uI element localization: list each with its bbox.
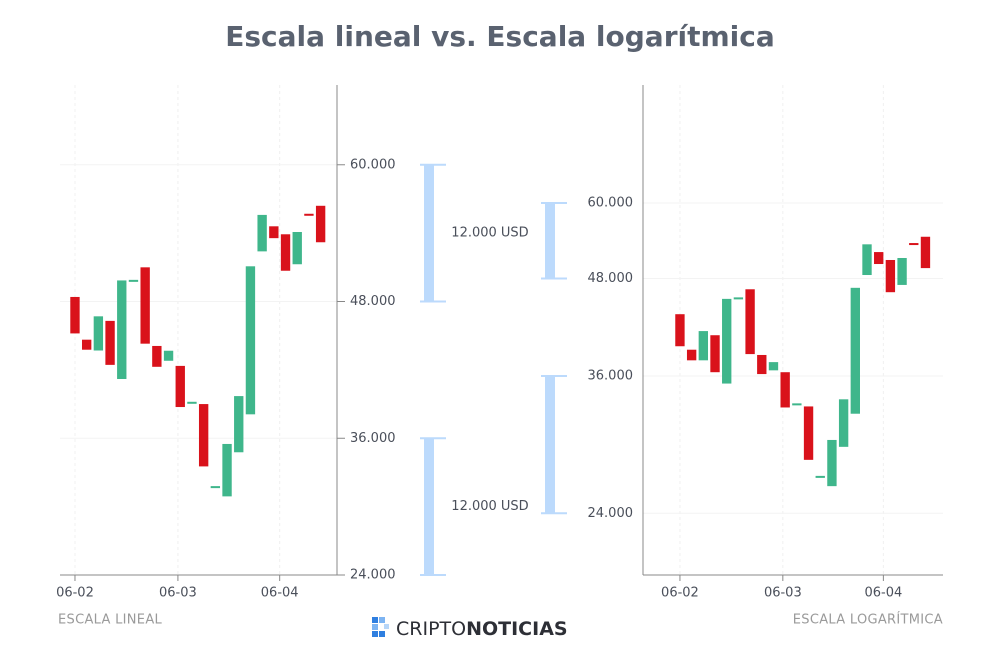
candle-body	[722, 298, 732, 384]
brand: CRIPTONOTICIAS	[396, 618, 568, 640]
candle-body	[780, 372, 790, 408]
range-label: 12.000 USD	[451, 499, 528, 514]
candle-body	[909, 243, 919, 246]
candle-body	[245, 266, 256, 415]
candle-body	[234, 396, 244, 453]
y-tick-label: 60.000	[588, 195, 634, 210]
range-bracket	[424, 438, 434, 575]
candle-body	[792, 403, 802, 406]
candle-body	[885, 259, 896, 293]
x-tick-label: 06-03	[159, 586, 197, 601]
candle-body	[187, 401, 197, 404]
candle-body	[140, 267, 150, 344]
y-tick-label: 24.000	[588, 506, 634, 521]
x-tick-label: 06-03	[764, 586, 802, 601]
candle-body	[304, 213, 314, 216]
candle-body	[257, 214, 267, 252]
y-tick-label: 48.000	[350, 294, 396, 309]
candle-body	[280, 234, 291, 271]
candle-body	[70, 296, 80, 334]
candle-body	[815, 475, 825, 478]
candle-body	[210, 486, 221, 489]
x-tick-label: 06-02	[56, 586, 94, 601]
candle-body	[698, 331, 709, 361]
candle-body	[686, 349, 697, 361]
candle-body	[128, 279, 139, 282]
y-tick-label: 24.000	[350, 568, 396, 583]
candle-body	[163, 350, 174, 361]
range-label: 12.000 USD	[451, 226, 528, 241]
candle-body	[874, 252, 884, 265]
candle-body	[827, 439, 837, 487]
range-bracket	[545, 375, 555, 514]
candle-body	[733, 297, 744, 300]
footer-right: ESCALA LOGARÍTMICA	[793, 612, 943, 628]
candle-body	[897, 257, 907, 285]
candle-body	[768, 362, 779, 371]
logo-icon	[372, 617, 389, 637]
x-tick-label: 06-04	[261, 586, 299, 601]
candle-body	[152, 345, 162, 367]
y-tick-label: 60.000	[350, 157, 396, 172]
range-bracket	[424, 164, 434, 302]
page-title: Escala lineal vs. Escala logarítmica	[225, 20, 775, 53]
candle-body	[850, 287, 860, 414]
candle-body	[803, 406, 814, 460]
candle-body	[269, 226, 279, 239]
brand-bold: NOTICIAS	[466, 618, 568, 640]
candle-body	[838, 399, 849, 447]
x-tick-label: 06-04	[864, 586, 902, 601]
footer-left: ESCALA LINEAL	[58, 613, 163, 628]
candle-body	[292, 232, 302, 265]
candle-body	[675, 314, 685, 347]
candle-body	[198, 404, 209, 467]
brand-light: CRIPTO	[396, 618, 466, 640]
candle-body	[93, 316, 104, 351]
x-tick-label: 06-02	[661, 586, 699, 601]
candle-body	[757, 354, 767, 375]
candle-body	[175, 365, 185, 408]
y-tick-label: 36.000	[588, 368, 634, 383]
y-tick-label: 36.000	[350, 431, 396, 446]
candle-body	[920, 236, 931, 269]
candle-body	[862, 244, 872, 276]
y-tick-label: 48.000	[588, 271, 634, 286]
candle-body	[81, 339, 92, 350]
candle-body	[315, 205, 326, 243]
candle-body	[105, 320, 115, 365]
candle-body	[745, 289, 755, 355]
candle-body	[117, 280, 127, 379]
candle-body	[222, 443, 232, 497]
candle-body	[710, 335, 720, 373]
range-bracket	[545, 202, 555, 279]
